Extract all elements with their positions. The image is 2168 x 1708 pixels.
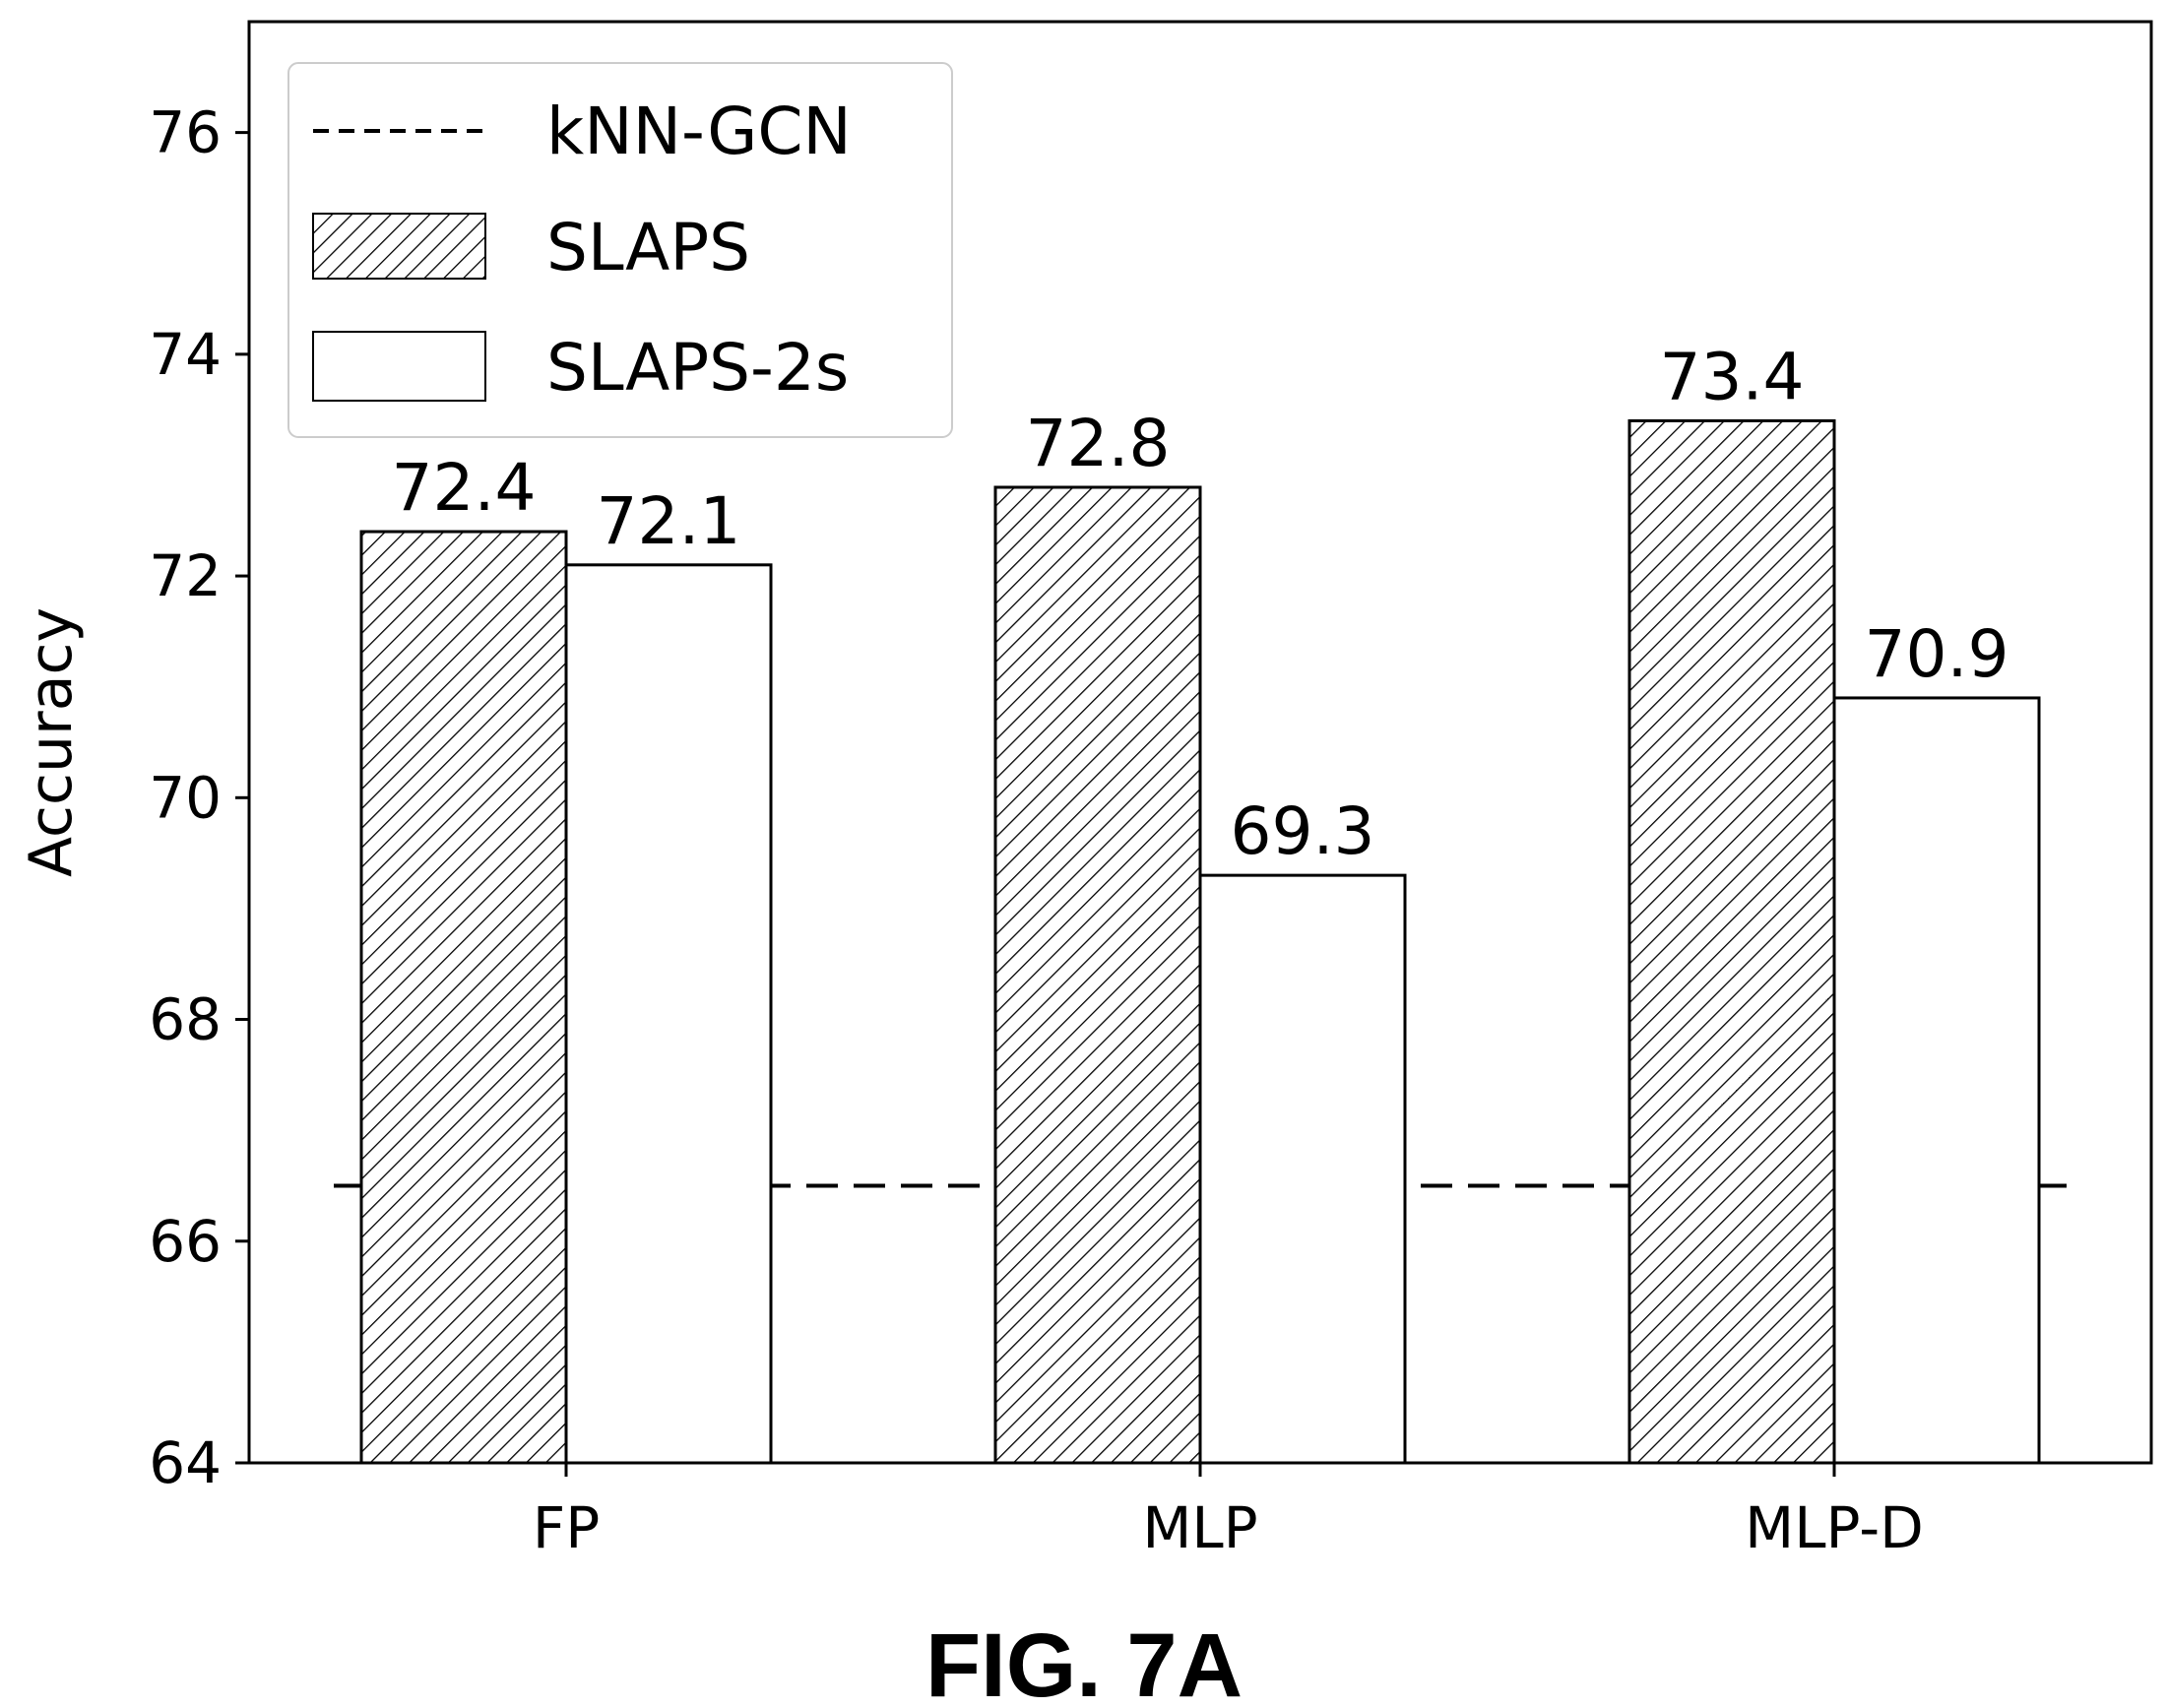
y-tick-label: 66 — [149, 1208, 222, 1275]
bar-slaps-2s-mlp-d — [1832, 696, 2041, 1465]
figure-caption: FIG. 7A — [925, 1615, 1243, 1708]
y-tick-label: 68 — [149, 986, 222, 1053]
legend-label-knn-gcn: kNN-GCN — [546, 94, 852, 169]
data-label-slaps-2s-mlp-d: 70.9 — [1865, 616, 2009, 692]
bar-slaps-fp — [359, 530, 568, 1465]
data-label-slaps-mlp-d: 73.4 — [1660, 339, 1805, 414]
data-label-slaps-2s-mlp: 69.3 — [1231, 793, 1375, 869]
bars-layer — [359, 418, 2041, 1465]
bar-slaps-mlp-d — [1627, 418, 1836, 1465]
y-tick-label: 72 — [149, 542, 222, 609]
legend: kNN-GCN SLAPS SLAPS-2s — [287, 62, 953, 438]
y-tick-label: 76 — [149, 99, 222, 166]
x-tick-label-fp: FP — [533, 1494, 600, 1561]
x-tick-label-mlp-d: MLP-D — [1745, 1494, 1924, 1561]
bar-slaps-2s-fp — [564, 563, 773, 1465]
legend-label-slaps-2s: SLAPS-2s — [546, 330, 849, 406]
data-label-slaps-fp: 72.4 — [392, 450, 537, 526]
data-labels-layer: 72.4 72.1 72.8 69.3 73.4 70.9 — [392, 339, 2009, 869]
y-axis: 64 66 68 70 72 74 76 — [149, 99, 249, 1496]
data-label-slaps-mlp: 72.8 — [1026, 406, 1171, 481]
legend-hatched-swatch — [312, 213, 486, 280]
y-tick-label: 74 — [149, 321, 222, 388]
y-tick-label: 64 — [149, 1429, 222, 1496]
bar-slaps-2s-mlp — [1198, 873, 1407, 1465]
x-axis: FP MLP MLP-D — [533, 1463, 1924, 1561]
x-tick-label-mlp: MLP — [1142, 1494, 1257, 1561]
legend-label-slaps: SLAPS — [546, 210, 750, 285]
data-label-slaps-2s-fp: 72.1 — [597, 483, 741, 559]
legend-white-swatch — [312, 331, 486, 402]
y-axis-label: Accuracy — [17, 607, 86, 877]
y-tick-label: 70 — [149, 764, 222, 831]
bar-slaps-mlp — [993, 485, 1202, 1465]
